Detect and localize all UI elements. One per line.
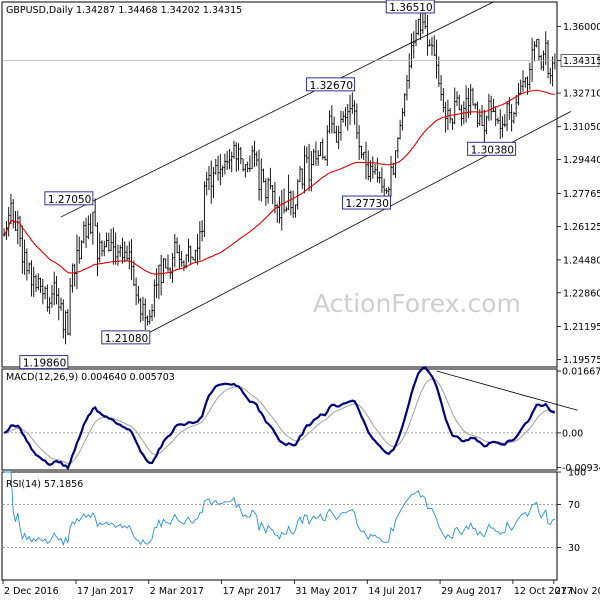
price-ytick-label: 1.36000 [563,22,600,33]
price-ytick-label: 1.34315 [563,56,600,67]
macd-ytick-label: 0.00 [562,428,583,439]
price-annotation: 1.27730 [342,196,390,210]
rsi-header: RSI(14) 57.1856 [6,479,83,490]
price-annotation: 1.36510 [386,0,434,14]
price-annotation: 1.32670 [307,78,355,92]
rsi-ytick-label: 70 [568,500,580,511]
watermark: ActionForex.com [313,289,521,318]
annotation-label: 1.30380 [471,144,514,156]
annotation-label: 1.32670 [310,80,353,92]
price-ytick-label: 1.27765 [563,189,600,200]
date-tick-label: 27 Nov 2017 [555,586,600,597]
date-tick-label: 2 Dec 2016 [4,586,59,597]
annotation-label: 1.19860 [23,358,66,370]
price-ytick-label: 1.24480 [563,255,600,266]
date-tick-label: 29 Aug 2017 [441,586,502,597]
date-tick-label: 2 Mar 2017 [150,586,204,597]
annotation-label: 1.36510 [389,2,432,14]
macd-header: MACD(12,26,9) 0.004640 0.005703 [6,372,175,383]
price-header: GBPUSD,Daily 1.34287 1.34468 1.34202 1.3… [6,5,242,16]
annotation-label: 1.27050 [48,194,91,206]
rsi-panel [2,472,557,580]
price-annotation: 1.30380 [468,142,516,156]
macd-ytick-label: 0.016672 [562,367,600,378]
price-ytick-label: 1.26125 [563,222,600,233]
price-ytick-label: 1.31050 [563,122,600,133]
rsi-ytick-label: 30 [568,543,580,554]
date-tick-label: 17 Jan 2017 [77,586,134,597]
macd-panel [2,369,557,470]
price-annotation: 1.21080 [102,331,150,345]
price-annotation: 1.27050 [45,192,93,206]
annotation-label: 1.27730 [345,198,388,210]
price-annotation: 1.19860 [20,356,68,370]
date-tick-label: 31 May 2017 [295,586,357,597]
price-ytick-label: 1.19575 [563,355,600,366]
price-ytick-label: 1.29440 [563,155,600,166]
date-tick-label: 14 Jul 2017 [368,586,422,597]
price-ytick-label: 1.32710 [563,89,600,100]
price-ytick-label: 1.22860 [563,288,600,299]
annotation-label: 1.21080 [105,333,148,345]
price-ytick-label: 1.21195 [563,322,600,333]
rsi-ytick-label: 100 [568,468,586,479]
date-tick-label: 17 Apr 2017 [223,586,282,597]
